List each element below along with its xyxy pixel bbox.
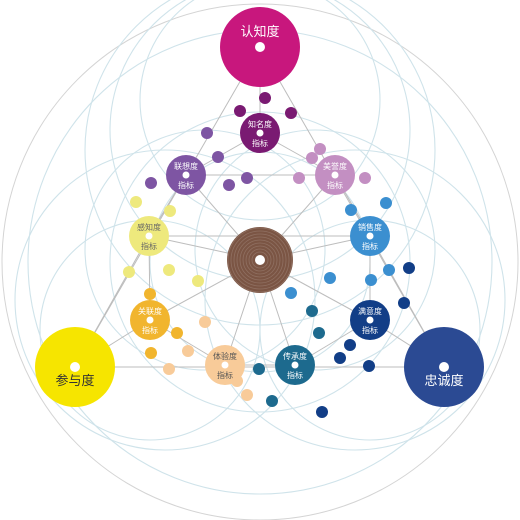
- small-dot: [199, 316, 211, 328]
- index-relevance-label: 关联度: [138, 306, 162, 316]
- index-perception: 感知度 指标: [129, 216, 169, 256]
- index-awareness-dot: [256, 129, 264, 137]
- index-reputation-sub: 指标: [327, 180, 343, 190]
- small-dot: [285, 287, 297, 299]
- index-relevance-sub: 指标: [142, 325, 158, 335]
- small-dot: [171, 327, 183, 339]
- small-dot: [313, 327, 325, 339]
- small-dot: [314, 143, 326, 155]
- small-dot: [241, 172, 253, 184]
- index-relevance: 关联度 指标: [130, 300, 170, 340]
- small-dot: [163, 363, 175, 375]
- node-participation-label: 参与度: [55, 373, 94, 389]
- index-sales-sub: 指标: [362, 241, 378, 251]
- index-association: 联想度 指标: [166, 155, 206, 195]
- index-reputation-dot: [331, 171, 339, 179]
- decorative-circle: [139, 0, 381, 221]
- index-spread: 传承度 指标: [275, 345, 315, 385]
- node-cognition-dot: [255, 42, 265, 52]
- small-dot: [306, 152, 318, 164]
- small-dot: [345, 204, 357, 216]
- center-core: [227, 227, 293, 293]
- small-dot: [316, 406, 328, 418]
- index-spread-dot: [291, 361, 299, 369]
- index-experience-label: 体验度: [213, 351, 237, 361]
- small-dot: [293, 172, 305, 184]
- small-dot: [306, 305, 318, 317]
- node-loyalty-dot: [439, 362, 449, 372]
- center-core-dot: [255, 255, 265, 265]
- small-dot: [334, 352, 346, 364]
- small-dot: [144, 288, 156, 300]
- index-sales-dot: [366, 232, 374, 240]
- index-reputation: 美誉度 指标: [315, 155, 355, 195]
- outer-ring: [1, 3, 519, 520]
- small-dot: [164, 205, 176, 217]
- small-dot: [365, 274, 377, 286]
- small-dot: [403, 262, 415, 274]
- node-loyalty: 忠诚度: [404, 327, 484, 407]
- small-dot: [253, 363, 265, 375]
- index-reputation-label: 美誉度: [323, 161, 347, 171]
- small-dot: [212, 151, 224, 163]
- index-association-sub: 指标: [178, 180, 194, 190]
- index-satisfaction-sub: 指标: [362, 325, 378, 335]
- index-satisfaction-dot: [366, 316, 374, 324]
- index-satisfaction: 满意度 指标: [350, 300, 390, 340]
- index-spread-label: 传承度: [283, 351, 307, 361]
- small-dot: [163, 264, 175, 276]
- index-relevance-dot: [146, 316, 154, 324]
- index-perception-dot: [145, 232, 153, 240]
- index-satisfaction-label: 满意度: [358, 306, 382, 316]
- index-perception-label: 感知度: [137, 222, 161, 232]
- index-association-dot: [182, 171, 190, 179]
- small-dot: [344, 339, 356, 351]
- decorative-circle: [204, 149, 506, 451]
- small-dot: [182, 345, 194, 357]
- index-sales: 销售度 指标: [350, 216, 390, 256]
- small-dot: [383, 264, 395, 276]
- decorative-circle: [194, 129, 436, 371]
- index-awareness-sub: 指标: [252, 138, 268, 148]
- small-dot: [324, 272, 336, 284]
- small-dot: [259, 92, 271, 104]
- small-dot: [130, 196, 142, 208]
- index-awareness: 知名度 指标: [240, 113, 280, 153]
- small-dot: [192, 275, 204, 287]
- decorative-circle: [14, 149, 316, 451]
- small-dot: [359, 172, 371, 184]
- index-awareness-label: 知名度: [248, 119, 272, 129]
- small-dot: [380, 197, 392, 209]
- small-dot: [201, 127, 213, 139]
- index-perception-sub: 指标: [141, 241, 157, 251]
- node-loyalty-label: 忠诚度: [424, 373, 463, 389]
- small-dot: [223, 179, 235, 191]
- small-dot: [234, 105, 246, 117]
- small-dot: [266, 395, 278, 407]
- index-experience: 体验度 指标: [205, 345, 245, 385]
- small-dot: [398, 297, 410, 309]
- small-dot: [123, 266, 135, 278]
- index-sales-label: 销售度: [358, 222, 382, 232]
- node-cognition: 认知度: [220, 7, 300, 87]
- small-dot: [363, 360, 375, 372]
- index-spread-sub: 指标: [287, 370, 303, 380]
- small-dot: [145, 347, 157, 359]
- node-participation-dot: [70, 362, 80, 372]
- index-experience-sub: 指标: [217, 370, 233, 380]
- node-cognition-label: 认知度: [240, 24, 279, 40]
- small-dot: [241, 389, 253, 401]
- small-dot: [285, 107, 297, 119]
- small-dot: [145, 177, 157, 189]
- index-association-label: 联想度: [174, 161, 198, 171]
- node-participation: 参与度: [35, 327, 115, 407]
- index-experience-dot: [221, 361, 229, 369]
